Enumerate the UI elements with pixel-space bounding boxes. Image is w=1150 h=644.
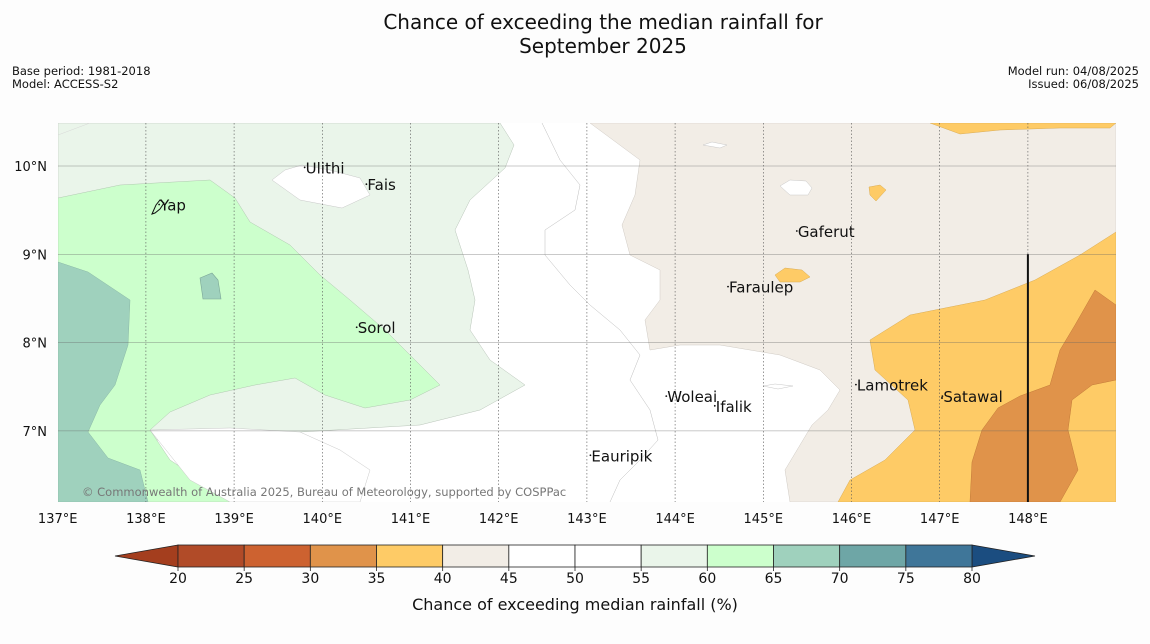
place-marker (589, 454, 592, 457)
colorbar-bin (640, 544, 708, 568)
lon-tick-label: 141°E (391, 512, 431, 527)
longitude-tick-labels: 137°E 138°E 139°E 140°E 141°E 142°E 143°E 144°E… (38, 512, 1048, 527)
colorbar-tick-label: 45 (500, 571, 518, 587)
copyright-text: © Commonwealth of Australia 2025, Bureau… (82, 485, 566, 499)
place-marker (355, 326, 358, 329)
lon-tick-label: 147°E (920, 512, 960, 527)
colorbar-tick-label: 50 (566, 571, 584, 587)
colorbar-bin (309, 544, 377, 568)
lat-tick-label: 7°N (23, 425, 48, 440)
region-65-70 (58, 261, 149, 502)
region-30-35 (969, 289, 1116, 502)
colorbar-bin (243, 544, 311, 568)
colorbar-bin (177, 544, 245, 568)
colorbar-bin (839, 544, 907, 568)
region-35-40-north (929, 123, 1116, 135)
lon-tick-label: 143°E (567, 512, 607, 527)
lat-tick-label: 10°N (14, 160, 47, 175)
patch-faraulep-orange (774, 267, 811, 283)
colorbar-tick-label: 60 (698, 571, 716, 587)
lon-tick-label: 148°E (1008, 512, 1048, 527)
island-markers (151, 199, 943, 399)
lon-tick-label: 140°E (303, 512, 343, 527)
colorbar-tick-label: 80 (963, 571, 981, 587)
lon-tick-label: 144°E (655, 512, 695, 527)
place-label: Fais (367, 176, 396, 194)
colorbar-bin (508, 544, 576, 568)
colorbar-bin (376, 544, 444, 568)
lat-tick-label: 8°N (23, 337, 48, 352)
colorbar-bin (905, 544, 973, 568)
base-period-text: Base period: 1981-2018 (12, 64, 151, 78)
lon-tick-label: 138°E (126, 512, 166, 527)
colorbar-tick-label: 55 (632, 571, 650, 587)
model-text: Model: ACCESS-S2 (12, 77, 119, 91)
region-65-70-patch (199, 272, 222, 300)
contour-line-55 (58, 123, 91, 136)
region-45-50-ulithi (271, 164, 371, 209)
place-marker (941, 395, 944, 398)
place-label: Satawal (943, 388, 1002, 406)
place-label: Gaferut (798, 223, 855, 241)
patch-white-2 (702, 141, 728, 149)
place-marker (303, 166, 306, 169)
title-line-2: September 2025 (519, 34, 687, 58)
colorbar-tick-label: 30 (301, 571, 319, 587)
issued-text: Issued: 06/08/2025 (1028, 77, 1139, 91)
place-labels: Ulithi Fais Yap Gaferut Faraulep Sorol Lamotre… (158, 159, 1003, 465)
colorbar-tick-label: 40 (434, 571, 452, 587)
lon-tick-label: 142°E (479, 512, 519, 527)
place-marker (665, 395, 668, 398)
place-label: Yap (159, 197, 186, 215)
region-60-65 (58, 179, 441, 502)
lon-tick-label: 145°E (744, 512, 784, 527)
colorbar-tick-label: 25 (235, 571, 253, 587)
colorbar: 20 25 30 35 40 45 50 55 60 65 70 75 80 (114, 544, 1036, 587)
contour-line-50 (541, 123, 659, 502)
place-marker (855, 383, 857, 386)
place-marker (158, 203, 161, 206)
patch-white-3 (762, 383, 794, 390)
place-marker (365, 183, 368, 186)
place-marker (727, 285, 729, 288)
place-label: Eauripik (591, 447, 652, 465)
graticule (58, 123, 1116, 502)
yap-island-outline (151, 199, 165, 215)
place-label: Sorol (358, 319, 396, 337)
colorbar-bin (773, 544, 841, 568)
map-title: Chance of exceeding the median rainfall … (0, 10, 1150, 58)
region-45-55-south (149, 427, 371, 502)
meta-right: Model run: 04/08/2025 Issued: 06/08/2025 (1008, 65, 1139, 91)
latitude-tick-labels: 10°N 9°N 8°N 7°N (14, 160, 47, 440)
colorbar-tick-label: 65 (765, 571, 783, 587)
title-line-1: Chance of exceeding the median rainfall … (383, 10, 823, 34)
colorbar-tick-label: 20 (169, 571, 187, 587)
patch-white-1 (779, 179, 813, 196)
meta-left: Base period: 1981-2018 Model: ACCESS-S2 (12, 65, 151, 91)
model-run-text: Model run: 04/08/2025 (1007, 64, 1139, 78)
lat-tick-label: 9°N (23, 248, 48, 263)
colorbar-tick-label: 75 (897, 571, 915, 587)
lon-tick-label: 146°E (832, 512, 872, 527)
colorbar-under-arrow (114, 544, 179, 568)
place-label: Ifalik (716, 398, 752, 416)
place-label: Lamotrek (857, 377, 928, 395)
island-dot (941, 397, 943, 399)
place-label: Woleai (667, 388, 717, 406)
colorbar-tick-label: 70 (831, 571, 849, 587)
colorbar-tick-label: 35 (368, 571, 386, 587)
lon-tick-label: 137°E (38, 512, 78, 527)
place-label: Ulithi (306, 159, 345, 177)
colorbar-label: Chance of exceeding median rainfall (%) (412, 595, 738, 614)
place-marker (795, 230, 798, 232)
place-marker (713, 404, 716, 407)
patch-small-orange (868, 184, 887, 202)
colorbar-over-arrow (971, 544, 1036, 568)
lon-tick-label: 139°E (214, 512, 254, 527)
colorbar-bin (574, 544, 642, 568)
colorbar-bin (442, 544, 510, 568)
colorbar-bin (706, 544, 774, 568)
place-label: Faraulep (729, 279, 793, 297)
